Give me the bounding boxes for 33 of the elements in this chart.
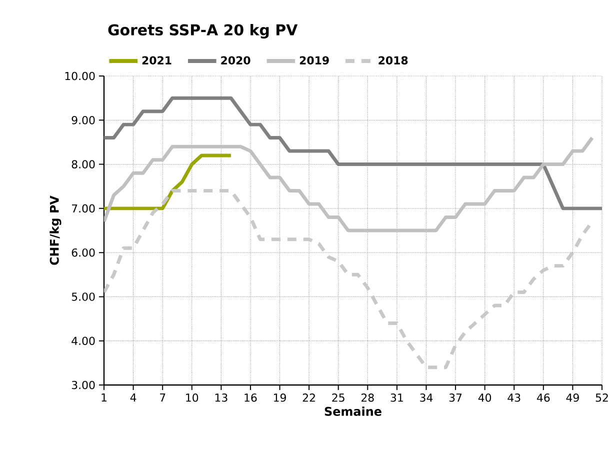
x-tick-label: 22 [302,394,315,402]
legend-label: 2020 [221,56,250,64]
x-tick-label: 49 [566,394,579,402]
x-tick-label: 37 [449,394,462,402]
legend-label: 2021 [142,56,172,64]
legend-label: 2018 [378,56,408,64]
x-tick-label: 52 [596,394,608,402]
x-tick-label: 4 [130,394,136,402]
x-tick-label: 31 [390,394,403,402]
x-tick-label: 40 [478,394,492,402]
y-tick-label: 3.00 [72,380,95,390]
y-tick-label: 5.00 [72,292,95,301]
x-tick-label: 1 [102,394,106,402]
legend-label: 2019 [300,56,329,64]
x-tick-label: 16 [244,394,257,402]
x-tick-label: 10 [186,394,198,402]
x-tick-label: 25 [332,394,344,402]
x-tick-label: 34 [420,394,433,402]
x-axis-title: Semaine [324,406,382,416]
y-tick-label: 6.00 [72,248,95,257]
x-tick-label: 46 [536,394,550,402]
x-tick-label: 7 [160,394,166,402]
x-tick-label: 43 [508,394,520,402]
y-tick-label: 4.00 [72,336,95,346]
x-tick-label: 28 [361,394,374,402]
y-tick-label: 10.00 [65,72,95,80]
y-tick-label: 7.00 [72,204,95,213]
y-tick-label: 9.00 [72,116,95,124]
x-tick-label: 13 [215,394,228,402]
y-axis-title: CHF/kg PV [50,196,62,265]
chart-title: Gorets SSP-A 20 kg PV [108,24,298,39]
x-tick-label: 19 [274,394,286,402]
y-tick-label: 8.00 [72,160,95,168]
